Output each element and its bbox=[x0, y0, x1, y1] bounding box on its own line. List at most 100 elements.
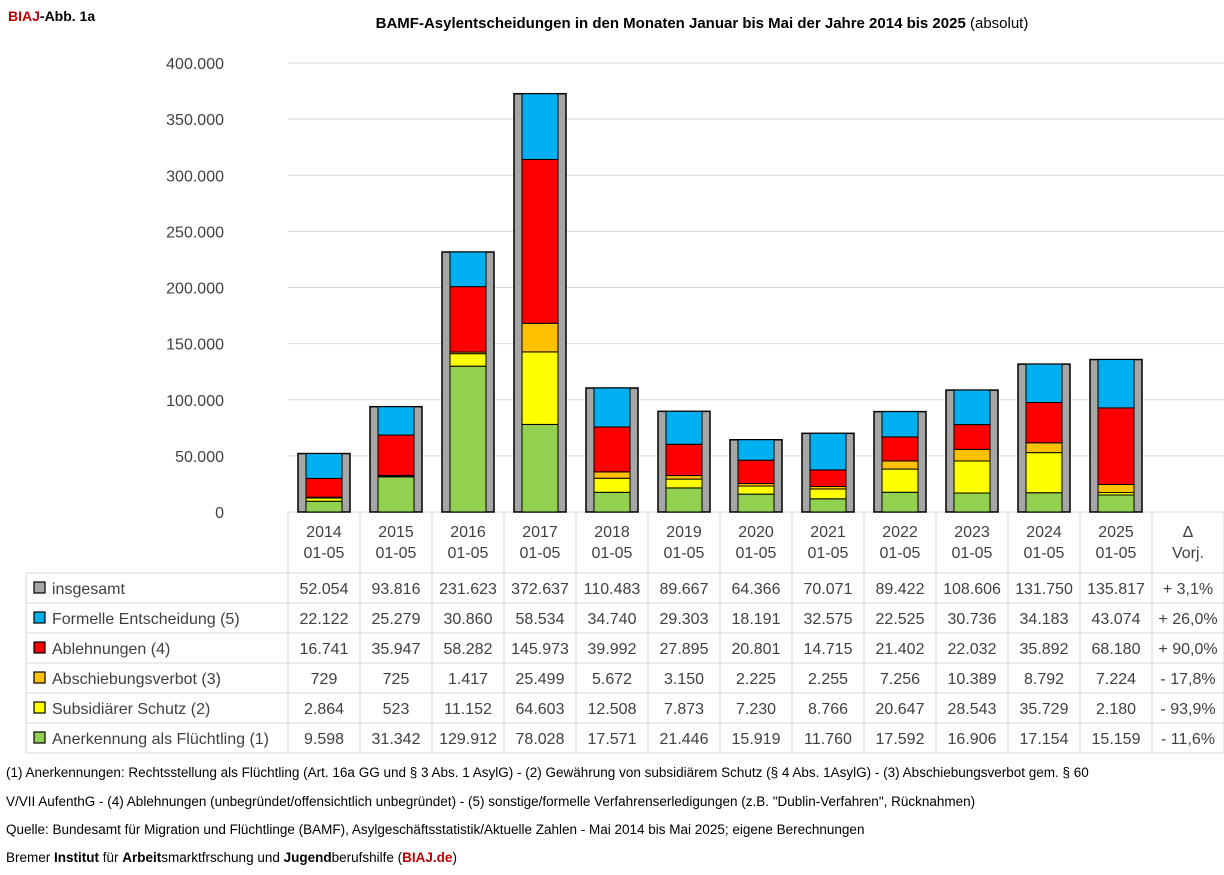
bar-segment-ablehnungen bbox=[1025, 401, 1063, 444]
data-label: 9.598 bbox=[304, 731, 344, 748]
legend-swatch-abschiebungsverbot bbox=[33, 671, 46, 684]
x-tick-label: 2015 bbox=[378, 524, 414, 541]
bar-segment-ablehnungen bbox=[881, 436, 919, 462]
change-label: + 26,0% bbox=[1158, 611, 1217, 628]
bar-segment-anerkennung bbox=[1097, 494, 1135, 513]
x-tick-label: 2023 bbox=[954, 524, 990, 541]
data-label: 729 bbox=[311, 671, 338, 688]
x-tick-label: Δ bbox=[1183, 524, 1194, 541]
bar-segment-subsidiaer bbox=[881, 468, 919, 493]
bar-segment-formelle bbox=[1097, 359, 1135, 409]
x-tick-label: 01-05 bbox=[664, 545, 705, 562]
bar-segment-anerkennung bbox=[305, 500, 343, 513]
data-label: 58.282 bbox=[444, 641, 493, 658]
data-label: 17.154 bbox=[1020, 731, 1069, 748]
bar-segment-formelle bbox=[665, 410, 703, 445]
data-label: 89.422 bbox=[876, 581, 925, 598]
data-label: 18.191 bbox=[732, 611, 781, 628]
bar-segment-anerkennung bbox=[737, 493, 775, 513]
footnote-line-2: V/VII AufenthG - (4) Ablehnungen (unbegr… bbox=[6, 794, 976, 809]
data-label: 22.122 bbox=[300, 611, 349, 628]
x-tick-label: 01-05 bbox=[520, 545, 561, 562]
data-label: 28.543 bbox=[948, 701, 997, 718]
legend-swatch-subsidiaer bbox=[33, 701, 46, 714]
bar-segment-ablehnungen bbox=[737, 459, 775, 485]
data-label: 145.973 bbox=[511, 641, 569, 658]
x-tick-label: 01-05 bbox=[1024, 545, 1065, 562]
data-label: 129.912 bbox=[439, 731, 497, 748]
data-label: 2.225 bbox=[736, 671, 776, 688]
data-label: 15.159 bbox=[1092, 731, 1141, 748]
x-tick-label: 2019 bbox=[666, 524, 702, 541]
bar-segment-ablehnungen bbox=[521, 158, 559, 324]
legend-label: Formelle Entscheidung (5) bbox=[52, 611, 240, 628]
data-label: 21.446 bbox=[660, 731, 709, 748]
bar-segment-formelle bbox=[305, 453, 343, 479]
legend-swatch-formelle bbox=[33, 611, 46, 624]
data-label: 29.303 bbox=[660, 611, 709, 628]
data-label: 8.766 bbox=[808, 701, 848, 718]
data-label: 35.892 bbox=[1020, 641, 1069, 658]
publisher-text: berufshilfe ( bbox=[331, 850, 403, 865]
publisher-bold: Institut bbox=[54, 850, 100, 865]
x-tick-label: 2017 bbox=[522, 524, 558, 541]
publisher-text: smarktfrschung und bbox=[161, 850, 284, 865]
bar-segment-anerkennung bbox=[449, 365, 487, 513]
y-tick-label: 250.000 bbox=[166, 224, 224, 241]
y-tick-label: 100.000 bbox=[166, 393, 224, 410]
bar-segment-ablehnungen bbox=[593, 426, 631, 473]
data-label: 27.895 bbox=[660, 641, 709, 658]
bar-segment-ablehnungen bbox=[449, 286, 487, 353]
bar-segment-abschiebungsverbot bbox=[593, 471, 631, 479]
data-label: 11.152 bbox=[444, 701, 492, 718]
data-label: 5.672 bbox=[592, 671, 632, 688]
data-label: 64.366 bbox=[732, 581, 781, 598]
publisher-text: ) bbox=[452, 850, 457, 865]
x-tick-label: 01-05 bbox=[808, 545, 849, 562]
publisher-bold: Jugend bbox=[283, 850, 332, 865]
data-label: 2.864 bbox=[304, 701, 344, 718]
bar-segment-formelle bbox=[377, 406, 415, 436]
data-label: 135.817 bbox=[1087, 581, 1145, 598]
bar-segment-subsidiaer bbox=[953, 460, 991, 494]
bar-segment-anerkennung bbox=[593, 491, 631, 513]
bar-segment-ablehnungen bbox=[665, 443, 703, 477]
data-label: 35.947 bbox=[372, 641, 421, 658]
data-label: 34.183 bbox=[1020, 611, 1069, 628]
bar-segment-abschiebungsverbot bbox=[1097, 483, 1135, 494]
x-tick-label: 2025 bbox=[1098, 524, 1134, 541]
data-label: 43.074 bbox=[1092, 611, 1141, 628]
data-label: 39.992 bbox=[588, 641, 637, 658]
x-tick-label: 01-05 bbox=[880, 545, 921, 562]
publisher-line: Bremer Institut für Arbeitsmarktfrschung… bbox=[6, 850, 457, 865]
data-label: 78.028 bbox=[516, 731, 565, 748]
bar-segment-formelle bbox=[593, 387, 631, 428]
bar-segment-anerkennung bbox=[881, 491, 919, 513]
data-label: 131.750 bbox=[1015, 581, 1073, 598]
bar-segment-abschiebungsverbot bbox=[521, 322, 559, 353]
x-tick-label: 2022 bbox=[882, 524, 918, 541]
legend-label: insgesamt bbox=[52, 581, 125, 598]
bar-segment-formelle bbox=[809, 432, 847, 471]
x-tick-label: 2016 bbox=[450, 524, 486, 541]
data-label: 93.816 bbox=[372, 581, 421, 598]
data-label: 34.740 bbox=[588, 611, 637, 628]
data-label: 20.647 bbox=[876, 701, 925, 718]
legend-swatch-insgesamt bbox=[33, 581, 46, 594]
bar-segment-abschiebungsverbot bbox=[665, 475, 703, 480]
data-label: 372.637 bbox=[511, 581, 569, 598]
bar-segment-subsidiaer bbox=[593, 477, 631, 493]
data-label: 16.906 bbox=[948, 731, 997, 748]
bar-segment-subsidiaer bbox=[1025, 452, 1063, 494]
publisher-bold: Arbeit bbox=[122, 850, 162, 865]
chart-title: BAMF-Asylentscheidungen in den Monaten J… bbox=[290, 15, 1114, 32]
legend-label: Abschiebungsverbot (3) bbox=[52, 671, 221, 688]
bar-segment-anerkennung bbox=[809, 498, 847, 513]
bar-segment-abschiebungsverbot bbox=[1025, 442, 1063, 454]
bar-segment-abschiebungsverbot bbox=[881, 460, 919, 470]
legend-swatch-ablehnungen bbox=[33, 641, 46, 654]
publisher-link[interactable]: BIAJ.de bbox=[402, 850, 453, 865]
data-label: 7.224 bbox=[1096, 671, 1136, 688]
bar-segment-formelle bbox=[521, 93, 559, 160]
bar-segment-subsidiaer bbox=[665, 478, 703, 489]
